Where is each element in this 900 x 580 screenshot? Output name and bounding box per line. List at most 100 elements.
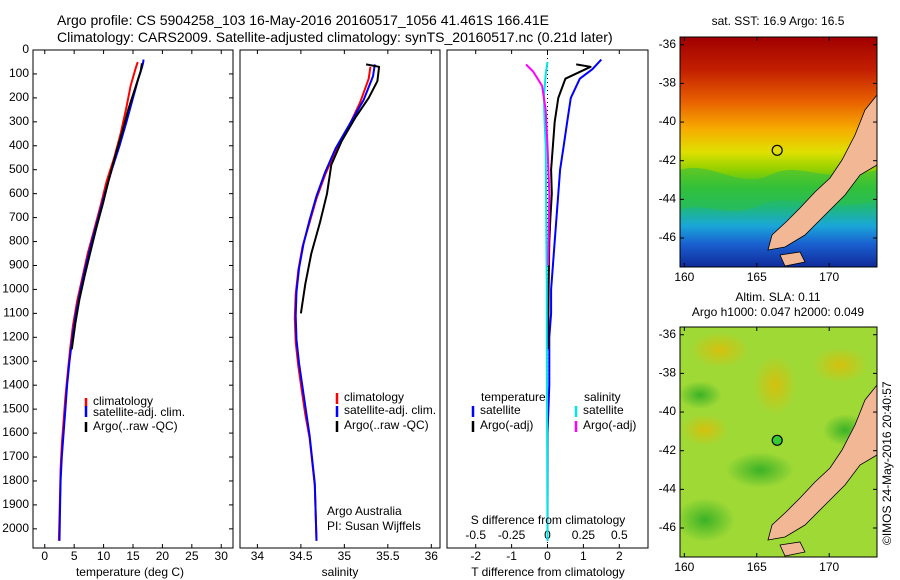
lat-tick-label: -42 xyxy=(659,153,677,167)
lat-tick-label: -36 xyxy=(659,37,677,51)
sla-high-patch xyxy=(681,414,729,446)
x-tick-label: 34.5 xyxy=(289,549,313,563)
sla-lon-axis: 160 165 170 xyxy=(674,327,840,574)
y-tick-label: 1900 xyxy=(2,497,29,511)
profile-title-line2: Climatology: CARS2009. Satellite-adjuste… xyxy=(57,29,613,45)
x-tick-label: 35 xyxy=(338,549,352,563)
sla-high-patch xyxy=(812,347,868,383)
y-tick-label: 1500 xyxy=(2,401,29,415)
legend-title-salinity: salinity xyxy=(584,390,621,404)
y-tick-label: 900 xyxy=(9,258,29,272)
x-tick-label: 34 xyxy=(251,549,265,563)
sst-map: sat. SST: 16.9 Argo: 16.5 -36 -38 -40 -42 -4… xyxy=(659,14,878,284)
y-tick-label: 1700 xyxy=(2,449,29,463)
x-tick-label: 15 xyxy=(126,549,140,563)
x-tick-label: -2 xyxy=(470,549,481,563)
pi-label: PI: Susan Wijffels xyxy=(327,519,421,533)
temperature-difference-legend: temperature satellite Argo(-adj) xyxy=(471,390,546,432)
profile-title-line1: Argo profile: CS 5904258_103 16-May-2016… xyxy=(57,12,549,28)
south-island-land xyxy=(767,384,877,541)
s-difference-xlabel: S difference from climatology xyxy=(471,513,626,527)
legend-label-sal-satellite: satellite xyxy=(583,403,624,417)
x-tick-label: 36 xyxy=(425,549,439,563)
s-tick-label: -0.25 xyxy=(498,528,526,542)
lon-tick-label: 160 xyxy=(674,560,694,574)
lon-tick-label: 170 xyxy=(819,270,839,284)
lon-tick-label: 165 xyxy=(747,270,767,284)
t-difference-axis: -2 -1 0 1 2 xyxy=(470,50,623,563)
lat-tick-label: -40 xyxy=(659,114,677,128)
y-tick-label: 1100 xyxy=(3,306,29,320)
sla-map: Altim. SLA: 0.11 Argo h1000: 0.047 h2000… xyxy=(659,290,878,574)
temperature-legend: climatology satellite-adj. clim. Argo(..… xyxy=(84,394,185,433)
lat-tick-label: -44 xyxy=(659,192,677,206)
argo-float-marker xyxy=(771,144,783,156)
lon-tick-label: 170 xyxy=(819,560,839,574)
t-difference-xlabel: T difference from climatology xyxy=(471,565,625,579)
temperature-axis: 0 5 10 15 20 25 30 xyxy=(41,50,228,563)
y-tick-label: 1800 xyxy=(2,473,29,487)
sla-map-title: Altim. SLA: 0.11 xyxy=(735,290,820,304)
legend-label-temp-satellite: satellite xyxy=(480,403,521,417)
difference-panel: -2 -1 0 1 2 -0.5 -0.25 0 0.25 0.5 T difference f… xyxy=(446,49,649,579)
y-tick-label: 1200 xyxy=(2,329,29,343)
legend-label-argo: Argo(..raw -QC) xyxy=(93,419,178,433)
y-tick-label: 1300 xyxy=(2,353,29,367)
s-difference-axis: -0.5 -0.25 0 0.25 0.5 xyxy=(465,528,628,542)
x-tick-label: 35.5 xyxy=(376,549,400,563)
y-tick-label: 700 xyxy=(9,210,29,224)
lon-tick-label: 165 xyxy=(747,560,767,574)
y-tick-label: 500 xyxy=(9,162,29,176)
y-tick-label: 1400 xyxy=(2,377,29,391)
x-tick-label: 0 xyxy=(544,549,551,563)
argo-float-marker xyxy=(771,434,783,446)
imos-credit: ©IMOS 24-May-2016 20:40:57 xyxy=(880,381,894,545)
legend-label-satellite: satellite-adj. clim. xyxy=(344,403,436,417)
x-tick-label: 30 xyxy=(215,549,229,563)
x-tick-label: 20 xyxy=(156,549,170,563)
sst-lon-axis: 160 165 170 xyxy=(674,37,840,284)
salinity-plot-frame xyxy=(239,49,441,549)
series-line-argo-raw-qc xyxy=(299,63,381,314)
lat-tick-label: -36 xyxy=(659,327,677,341)
lat-tick-label: -40 xyxy=(659,404,677,418)
x-tick-label: 10 xyxy=(97,549,111,563)
sla-high-patch xyxy=(753,355,797,415)
x-tick-label: 2 xyxy=(616,549,623,563)
lat-tick-label: -46 xyxy=(659,230,677,244)
x-tick-label: 25 xyxy=(185,549,199,563)
y-tick-label: 600 xyxy=(9,186,29,200)
s-tick-label: 0.25 xyxy=(572,528,596,542)
lat-tick-label: -38 xyxy=(659,366,677,380)
lat-tick-label: -42 xyxy=(659,443,677,457)
y-tick-label: 300 xyxy=(9,114,29,128)
series-line-satellite-adj-clim xyxy=(294,64,376,541)
sla-low-patch xyxy=(726,452,794,488)
sst-map-title: sat. SST: 16.9 Argo: 16.5 xyxy=(712,14,845,28)
y-tick-label: 1600 xyxy=(2,425,29,439)
legend-label-climatology: climatology xyxy=(93,394,153,408)
lat-tick-label: -38 xyxy=(659,76,677,90)
y-tick-label: 100 xyxy=(9,66,29,80)
sst-map-frame xyxy=(679,36,878,268)
x-tick-label: 5 xyxy=(71,549,78,563)
stewart-island-land xyxy=(779,251,806,267)
sla-map-subtitle: Argo h1000: 0.047 h2000: 0.049 xyxy=(692,305,864,319)
temperature-panel: 0100200300400500600700800900100011001200… xyxy=(2,42,648,579)
legend-label-satellite: satellite-adj. clim. xyxy=(93,405,185,419)
legend-label-sal-argo: Argo(-adj) xyxy=(583,418,636,432)
south-island-land xyxy=(767,94,877,251)
s-tick-label: 0.5 xyxy=(611,528,628,542)
institution-label: Argo Australia xyxy=(327,504,402,518)
series-line-salinity-argo-adj xyxy=(525,63,551,266)
difference-series xyxy=(525,58,603,541)
x-tick-label: 0 xyxy=(41,549,48,563)
sst-lat-axis: -36 -38 -40 -42 -44 -46 xyxy=(659,37,877,244)
series-line-temperature-satellite xyxy=(546,58,603,541)
y-tick-label: 1000 xyxy=(2,282,29,296)
lon-tick-label: 160 xyxy=(674,270,694,284)
series-line-argo-raw-qc xyxy=(70,63,143,350)
legend-title-temperature: temperature xyxy=(481,390,546,404)
legend-label-climatology: climatology xyxy=(344,390,404,404)
